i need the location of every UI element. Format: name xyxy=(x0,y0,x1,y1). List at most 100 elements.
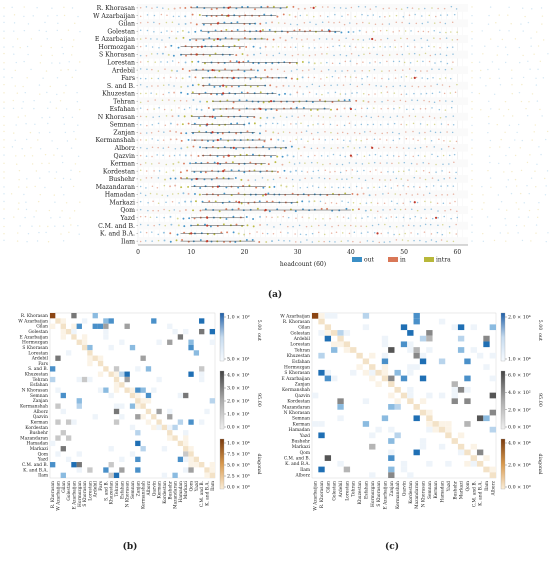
data-point xyxy=(313,39,315,41)
heatmap-cell xyxy=(470,460,477,467)
data-point xyxy=(367,231,369,233)
data-point xyxy=(405,93,408,95)
heatmap-cell xyxy=(156,419,162,425)
background-dot xyxy=(535,232,537,234)
data-point xyxy=(209,154,212,157)
data-point xyxy=(204,208,207,211)
background-dot xyxy=(57,22,59,25)
data-point xyxy=(356,193,359,196)
data-point xyxy=(279,7,282,10)
data-point xyxy=(417,233,419,235)
background-dot xyxy=(22,101,24,103)
data-point xyxy=(156,193,158,195)
data-point xyxy=(292,225,294,228)
median-marker xyxy=(232,76,235,79)
data-point xyxy=(264,108,267,111)
background-dot xyxy=(510,23,512,25)
data-point xyxy=(267,179,269,181)
background-dot xyxy=(471,131,473,134)
background-dot xyxy=(471,231,473,234)
row-band xyxy=(138,35,468,43)
heatmap-cell xyxy=(381,335,389,342)
data-point xyxy=(319,15,322,17)
heatmap-cell xyxy=(375,369,382,376)
background-dot xyxy=(11,6,13,9)
data-point xyxy=(293,163,296,165)
heatmap-cell xyxy=(124,323,130,329)
data-point xyxy=(244,84,247,87)
data-point xyxy=(406,37,408,40)
data-point xyxy=(258,14,261,17)
data-point xyxy=(314,218,317,220)
data-point xyxy=(139,132,142,134)
data-point xyxy=(445,31,447,34)
background-dot xyxy=(69,178,72,180)
data-point xyxy=(370,116,372,119)
data-point xyxy=(408,115,411,117)
row-label: Alborz xyxy=(33,410,49,415)
data-point xyxy=(215,93,218,96)
background-dot xyxy=(24,115,27,117)
heatmap-cell xyxy=(60,392,66,399)
data-point xyxy=(252,45,255,48)
heatmap-cell xyxy=(76,462,82,468)
data-point xyxy=(211,145,214,148)
data-point xyxy=(230,122,233,125)
data-point xyxy=(398,107,401,109)
data-point xyxy=(345,7,347,9)
data-point xyxy=(356,85,359,88)
data-point xyxy=(362,39,365,41)
data-point xyxy=(391,131,394,134)
data-point xyxy=(335,231,338,234)
data-point xyxy=(326,61,328,64)
data-point xyxy=(311,101,314,103)
background-dot xyxy=(471,116,473,119)
row-label: Zanjan xyxy=(33,399,48,404)
data-point xyxy=(157,139,159,142)
heatmap-cell xyxy=(470,455,477,461)
median-marker xyxy=(269,100,273,103)
heatmap-cell xyxy=(167,323,173,329)
row-label: Kermanshah xyxy=(96,137,135,144)
data-point xyxy=(248,169,251,172)
data-point xyxy=(183,115,186,118)
median-marker xyxy=(216,185,219,188)
data-point xyxy=(384,223,386,226)
median-marker xyxy=(216,138,219,142)
data-point xyxy=(194,193,196,195)
data-point xyxy=(445,100,447,102)
data-point xyxy=(318,240,320,243)
data-point xyxy=(295,123,297,125)
data-point xyxy=(374,100,376,103)
data-point xyxy=(268,147,271,150)
column-label: K. and B.A. xyxy=(206,481,211,506)
heatmap-cell xyxy=(145,366,152,372)
data-point xyxy=(412,108,415,111)
data-point xyxy=(248,146,251,149)
data-point xyxy=(345,54,348,57)
data-point xyxy=(198,117,200,119)
data-point xyxy=(343,23,346,26)
data-point xyxy=(181,29,184,32)
data-point xyxy=(386,60,388,63)
background-dot xyxy=(520,169,523,172)
data-point xyxy=(297,116,299,118)
data-point xyxy=(374,217,376,219)
background-dot xyxy=(503,115,505,117)
data-point xyxy=(178,107,180,109)
heatmap-cell xyxy=(419,352,427,359)
data-point xyxy=(216,240,219,243)
data-point xyxy=(324,186,327,189)
background-dot xyxy=(511,115,514,117)
data-point xyxy=(169,130,172,133)
data-point xyxy=(405,124,408,126)
data-point xyxy=(221,132,224,135)
heatmap-cell xyxy=(464,460,471,467)
background-dot xyxy=(3,217,5,220)
heatmap-cell xyxy=(209,467,215,473)
data-point xyxy=(396,53,398,56)
colorbar-top-label: 5.00 xyxy=(256,320,262,331)
legend-label-out: out xyxy=(364,257,374,264)
background-dot xyxy=(538,202,540,204)
data-point xyxy=(453,161,455,163)
